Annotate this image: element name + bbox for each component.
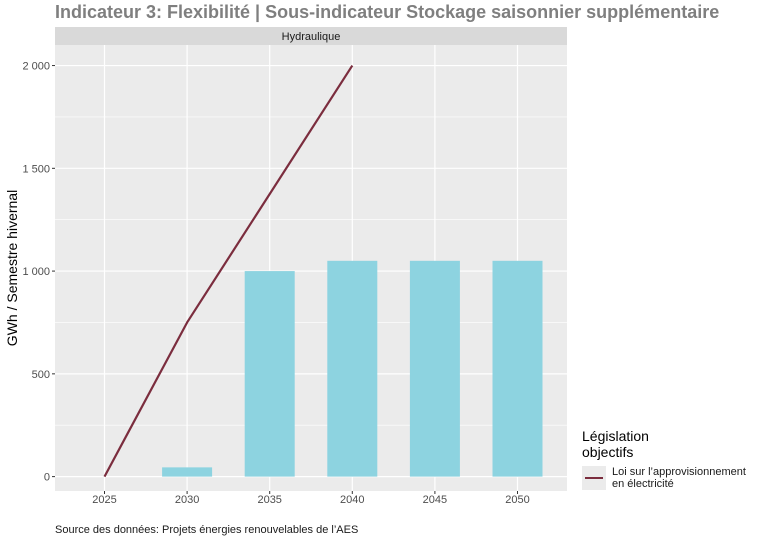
legend-item: Loi sur l’approvisionnement en électrici… <box>582 466 746 490</box>
bar <box>327 260 378 477</box>
y-tick-label: 500 <box>32 369 50 381</box>
legend-title: Législation objectifs <box>582 428 746 460</box>
bar <box>492 260 543 477</box>
legend-title-line-2: objectifs <box>582 444 634 460</box>
y-tick-label: 0 <box>44 472 50 484</box>
legend-key-line <box>585 477 603 479</box>
y-axis-title: GWh / Semestre hivernal <box>4 190 20 346</box>
facet-label: Hydraulique <box>282 31 341 43</box>
x-tick-label: 2030 <box>175 494 199 506</box>
legend-key <box>582 466 606 490</box>
x-tick-label: 2045 <box>423 494 447 506</box>
legend-label-line-2: en électricité <box>612 478 674 490</box>
legend-title-line-1: Législation <box>582 428 649 444</box>
x-tick-label: 2035 <box>257 494 281 506</box>
legend-label-line-1: Loi sur l’approvisionnement <box>612 466 746 478</box>
x-tick-label: 2040 <box>340 494 364 506</box>
y-tick-label: 1 000 <box>22 266 50 278</box>
x-tick-label: 2025 <box>92 494 116 506</box>
legend-label: Loi sur l’approvisionnement en électrici… <box>612 466 746 490</box>
plot-panel <box>55 45 567 491</box>
legend: Législation objectifs Loi sur l’approvis… <box>582 428 746 490</box>
bar <box>244 271 295 477</box>
chart-title: Indicateur 3: Flexibilité | Sous-indicat… <box>55 2 720 22</box>
source-caption: Source des données: Projets énergies ren… <box>55 524 359 536</box>
facet-strip <box>55 27 567 45</box>
bar <box>162 467 213 477</box>
y-tick-label: 1 500 <box>22 163 50 175</box>
x-tick-label: 2050 <box>505 494 529 506</box>
target-line <box>103 64 354 478</box>
bar <box>409 260 460 477</box>
y-tick-label: 2 000 <box>22 61 50 73</box>
